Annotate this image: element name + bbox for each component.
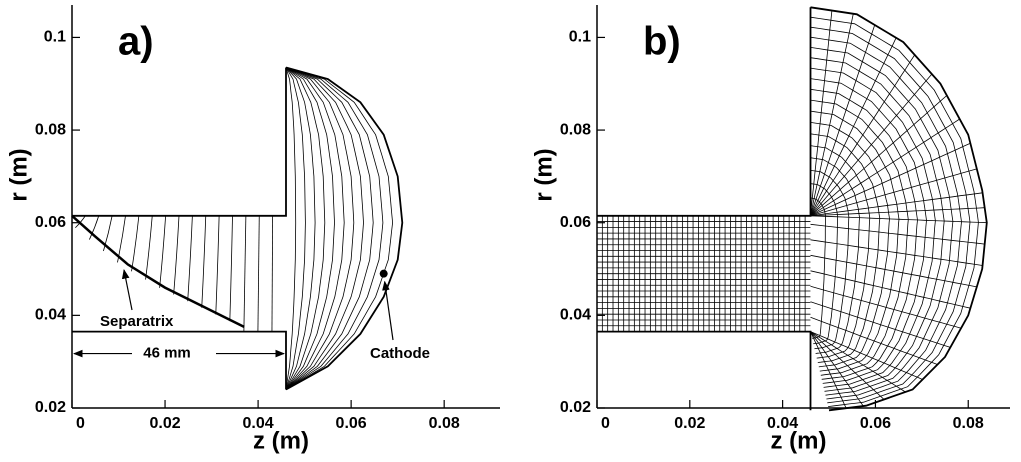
field-line — [159, 215, 167, 288]
mesh-line — [810, 36, 962, 400]
mesh-line — [810, 145, 871, 359]
mesh-line — [810, 67, 936, 388]
field-line — [201, 215, 207, 308]
x-tick-label: 0 — [76, 415, 85, 432]
x-axis-label: z (m) — [253, 427, 309, 454]
x-tick-label: 0.08 — [953, 415, 984, 432]
annotation: 46 mm — [143, 345, 191, 362]
annotation: Cathode — [370, 345, 430, 362]
field-line — [89, 215, 100, 240]
field-line — [271, 215, 274, 332]
field-line — [285, 67, 335, 390]
cathode-point — [379, 269, 388, 278]
panel: 0 0.02 0.04 0.06 0.08 0.02 0.04 0.06 0.08 0.1 z (m… — [530, 5, 1010, 454]
field-line — [285, 67, 364, 390]
y-tick-label: 0.06 — [35, 214, 66, 231]
y-axis-label: r (m) — [5, 148, 32, 201]
field-line — [285, 67, 394, 390]
x-tick-label: 0.04 — [767, 415, 798, 432]
field-line — [285, 67, 355, 390]
field-line — [285, 67, 345, 390]
mesh-line — [810, 47, 954, 396]
field-line — [173, 215, 180, 295]
panel-label: b) — [643, 20, 681, 64]
y-tick-label: 0.08 — [560, 121, 591, 138]
panel-label: a) — [118, 20, 154, 64]
y-tick-label: 0.04 — [35, 307, 66, 324]
mesh-line — [810, 57, 945, 392]
annotation: Separatrix — [100, 313, 174, 330]
y-tick-label: 0.08 — [35, 121, 66, 138]
field-line — [145, 215, 153, 280]
mesh-line — [810, 122, 890, 368]
y-tick-label: 0.06 — [560, 214, 591, 231]
x-axis-label: z (m) — [771, 427, 827, 454]
x-tick-label: 0.02 — [674, 415, 705, 432]
y-axis-label: r (m) — [530, 148, 557, 201]
field-line — [215, 215, 220, 315]
mesh-line — [810, 133, 881, 363]
field-line — [131, 215, 140, 272]
field-line — [229, 215, 233, 322]
x-tick-label: 0.06 — [860, 415, 891, 432]
field-line — [103, 215, 113, 252]
mesh-line — [810, 110, 900, 372]
mesh-line — [810, 78, 927, 384]
field-line — [285, 67, 326, 390]
separatrix — [71, 214, 245, 329]
field-line — [257, 215, 260, 332]
channel-wall — [72, 67, 287, 217]
y-tick-label: 0.04 — [560, 307, 591, 324]
inner-wall — [597, 330, 812, 411]
inner-wall — [72, 330, 287, 390]
x-tick-label: 0.08 — [429, 415, 460, 432]
field-line — [243, 215, 247, 332]
mesh-line — [810, 197, 827, 339]
field-line — [285, 67, 297, 390]
x-tick-label: 0.06 — [336, 415, 367, 432]
panel: 0 0.02 0.04 0.06 0.08 0.02 0.04 0.06 0.08 0.1 z (m… — [5, 5, 500, 454]
annotation-arrow — [121, 269, 133, 311]
y-tick-label: 0.1 — [569, 29, 591, 46]
mesh-line — [810, 16, 979, 407]
channel-wall — [597, 7, 812, 217]
mesh-line — [810, 13, 854, 216]
outer-boundary — [810, 6, 988, 412]
field-line — [285, 67, 316, 390]
field-line — [285, 67, 374, 390]
field-line — [117, 215, 126, 263]
y-tick-label: 0.02 — [560, 399, 591, 416]
field-line — [187, 215, 193, 302]
field-line — [285, 67, 384, 390]
field-line — [75, 215, 86, 229]
x-tick-label: 0.04 — [243, 415, 274, 432]
y-tick-label: 0.1 — [44, 29, 66, 46]
mesh-line — [810, 183, 839, 345]
annotation-arrow — [382, 280, 394, 341]
mesh-line — [810, 169, 850, 350]
cathode-boundary — [285, 66, 404, 391]
x-tick-label: 0.02 — [149, 415, 180, 432]
field-line — [285, 67, 306, 390]
mesh-line — [810, 88, 918, 380]
mesh-line — [810, 99, 909, 376]
y-tick-label: 0.02 — [35, 399, 66, 416]
x-tick-label: 0 — [601, 415, 610, 432]
mesh-line — [810, 26, 971, 404]
mesh-line — [810, 157, 861, 354]
